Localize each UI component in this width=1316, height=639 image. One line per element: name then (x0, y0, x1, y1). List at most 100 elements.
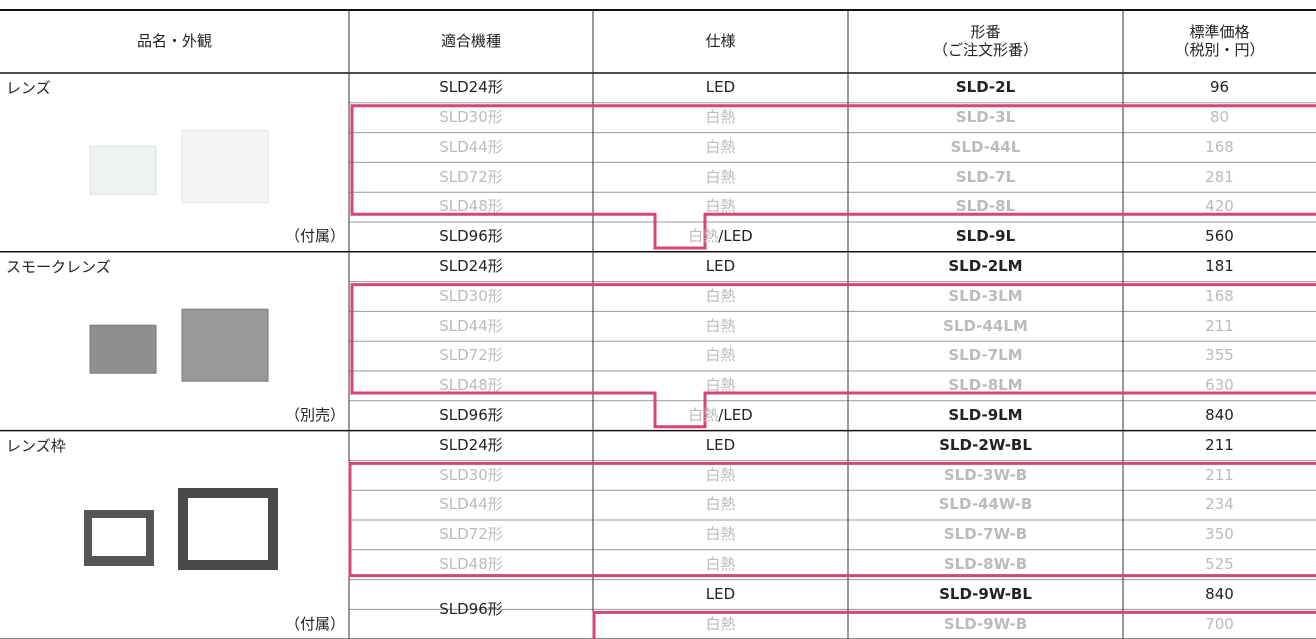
part-cell: SLD-44L (848, 133, 1123, 163)
model-cell: SLD96形 (349, 222, 593, 252)
highlight-outline (350, 104, 1316, 250)
price-cell: 181 (1123, 252, 1316, 282)
spec-cell: 白熱 (593, 341, 848, 371)
text: LED (705, 435, 736, 454)
text: SLD-8LM (948, 376, 1023, 395)
text: 234 (1205, 495, 1234, 514)
spec-cell: 白熱 (593, 371, 848, 401)
text: SLD-2LM (948, 257, 1023, 276)
text: 525 (1205, 555, 1234, 574)
text: レンズ (6, 79, 51, 98)
text: 白熱 (688, 406, 719, 425)
model-cell: SLD30形 (349, 103, 593, 133)
header-cell: 標準価格 （税別・円） (1123, 10, 1316, 73)
part-cell: SLD-3L (848, 103, 1123, 133)
text: （ご注文形番） (932, 40, 1038, 59)
part-cell: SLD-44LM (848, 311, 1123, 341)
highlight-outline (592, 610, 1316, 639)
text: 標準価格 (1189, 23, 1250, 42)
text: 211 (1205, 465, 1234, 484)
text: 白熱 (688, 227, 719, 246)
text: SLD72形 (439, 346, 503, 365)
part-cell: SLD-7LM (848, 341, 1123, 371)
part-cell: SLD-7W-B (848, 520, 1123, 550)
text: 仕様 (705, 31, 736, 50)
model-cell: SLD30形 (349, 460, 593, 490)
text: 281 (1205, 167, 1234, 186)
text: 白熱 (705, 555, 736, 574)
spec-cell: 白熱 (593, 282, 848, 312)
text: SLD-9W-BL (939, 584, 1032, 603)
text: SLD-9LM (948, 406, 1023, 425)
text: LED (705, 78, 736, 97)
part-cell: SLD-2LM (848, 252, 1123, 282)
header-cell: 品名・外観 (0, 10, 349, 73)
price-cell: 630 (1123, 371, 1316, 401)
text: 白熱 (705, 465, 736, 484)
header-cell: 適合機種 (349, 10, 593, 73)
spec-cell: 白熱 (593, 520, 848, 550)
product-image (188, 498, 268, 560)
text: SLD-9L (955, 227, 1016, 246)
model-cell: SLD30形 (349, 282, 593, 312)
text: SLD-44LM (943, 316, 1028, 335)
model-cell: SLD96形 (349, 580, 593, 639)
price-cell: 350 (1123, 520, 1316, 550)
part-cell: SLD-3W-B (848, 460, 1123, 490)
model-cell: SLD24形 (349, 252, 593, 282)
part-cell: SLD-7L (848, 162, 1123, 192)
model-cell: SLD48形 (349, 550, 593, 580)
text: 840 (1205, 406, 1234, 425)
text: 白熱 (705, 346, 736, 365)
model-cell: SLD24形 (349, 431, 593, 461)
text: SLD-3L (955, 108, 1016, 127)
text: 白熱 (705, 167, 736, 186)
model-cell: SLD72形 (349, 520, 593, 550)
product-image (89, 324, 157, 374)
header-cell: 形番 （ご注文形番） (848, 10, 1123, 73)
product-image (181, 129, 269, 203)
text: 形番 (970, 23, 1001, 42)
spec-cell: 白熱 (593, 192, 848, 222)
part-cell: SLD-9W-B (848, 609, 1123, 639)
text: /LED (718, 227, 753, 246)
spec-cell: LED (593, 431, 848, 461)
text: 白熱 (705, 525, 736, 544)
text: 211 (1205, 435, 1234, 454)
text: /LED (718, 406, 753, 425)
spec-cell: 白熱 (593, 311, 848, 341)
text: SLD48形 (439, 555, 503, 574)
part-cell: SLD-3LM (848, 282, 1123, 312)
text: 適合機種 (440, 31, 501, 50)
text: SLD44形 (439, 316, 503, 335)
header-cell: 仕様 (593, 10, 848, 73)
text: SLD30形 (439, 465, 503, 484)
text: 品名・外観 (136, 31, 212, 50)
highlight-outline (350, 283, 1316, 429)
group-name: レンズ (6, 74, 306, 104)
text: 白熱 (705, 316, 736, 335)
text: 560 (1205, 227, 1234, 246)
text: レンズ枠 (6, 436, 66, 455)
price-cell: 840 (1123, 401, 1316, 431)
model-cell: SLD44形 (349, 490, 593, 520)
part-cell: SLD-9W-BL (848, 580, 1123, 610)
text: SLD96形 (439, 599, 503, 618)
text: SLD-7LM (948, 346, 1023, 365)
text: 白熱 (705, 108, 736, 127)
text: （別売） (284, 406, 345, 425)
text: 80 (1209, 108, 1230, 127)
group-note: （付属） (180, 609, 345, 639)
text: 420 (1205, 197, 1234, 216)
part-cell: SLD-8W-B (848, 550, 1123, 580)
spec-cell: LED (593, 252, 848, 282)
model-cell: SLD96形 (349, 401, 593, 431)
text: SLD30形 (439, 286, 503, 305)
group-note: （別売） (180, 401, 345, 431)
text: 630 (1205, 376, 1234, 395)
text: 白熱 (705, 137, 736, 156)
text: （付属） (284, 227, 345, 246)
text: SLD48形 (439, 197, 503, 216)
model-cell: SLD44形 (349, 311, 593, 341)
